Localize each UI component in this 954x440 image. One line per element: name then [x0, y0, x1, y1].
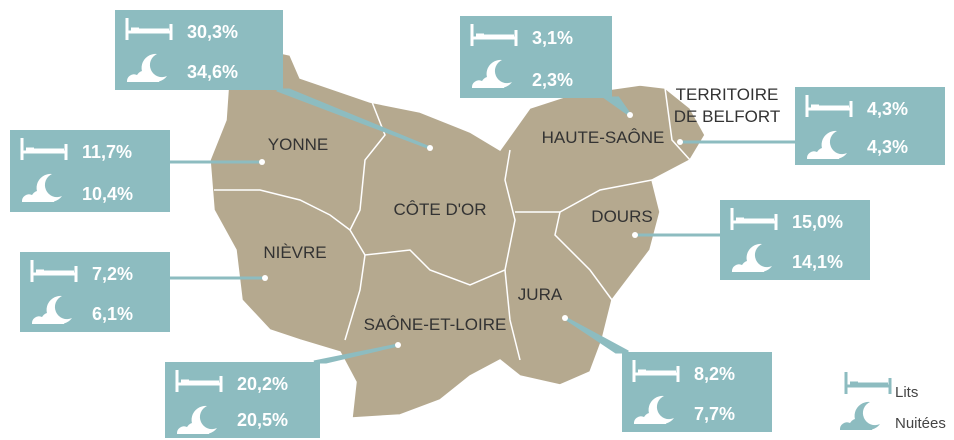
region-label: YONNE — [268, 135, 328, 154]
nuitees-value: 2,3% — [532, 70, 573, 90]
lits-value: 30,3% — [187, 22, 238, 42]
layer: CÔTE D'OR 30,3% 34,6% YONNE 11,7% 10,4% NIÈVRE… — [10, 10, 946, 438]
nuitees-value: 7,7% — [694, 404, 735, 424]
bed-icon — [470, 24, 518, 46]
cloud-icon — [176, 422, 209, 434]
region-label: NIÈVRE — [263, 243, 326, 262]
region-dot — [627, 112, 633, 118]
bed-icon — [30, 260, 78, 282]
nuitees-value: 6,1% — [92, 304, 133, 324]
bed-icon — [632, 360, 680, 382]
region-dot — [632, 232, 638, 238]
cloud-icon — [806, 147, 839, 159]
bed-icon — [20, 138, 68, 160]
bed-icon — [844, 372, 892, 394]
bed-icon — [805, 95, 853, 117]
bed-icon — [175, 370, 223, 392]
nuitees-value: 34,6% — [187, 62, 238, 82]
region-dot — [562, 315, 568, 321]
nuitees-value: 4,3% — [867, 137, 908, 157]
lits-value: 20,2% — [237, 374, 288, 394]
cloud-icon — [471, 76, 504, 88]
cloud-icon — [731, 260, 764, 272]
lits-value: 3,1% — [532, 28, 573, 48]
lits-value: 8,2% — [694, 364, 735, 384]
lits-value: 11,7% — [82, 142, 132, 162]
region-label: SAÔNE-ET-LOIRE — [364, 315, 507, 334]
region-label: JURA — [518, 285, 563, 304]
borders — [214, 87, 691, 361]
legend-lits: Lits — [895, 384, 918, 401]
cloud-icon — [31, 312, 65, 324]
legend-nuitees: Nuitées — [895, 415, 946, 432]
lits-value: 7,2% — [92, 264, 133, 284]
lits-value: 4,3% — [867, 99, 908, 119]
lits-value: 15,0% — [792, 212, 843, 232]
bed-icon — [730, 208, 778, 230]
region-label: CÔTE D'OR — [394, 200, 487, 219]
region-dot — [427, 145, 433, 151]
region-label: DE BELFORT — [674, 107, 780, 126]
cloud-icon — [633, 412, 666, 424]
region-dot — [395, 342, 401, 348]
region-dot — [677, 139, 683, 145]
nuitees-value: 14,1% — [792, 252, 843, 272]
cloud-icon — [126, 70, 159, 82]
region-label: HAUTE-SAÔNE — [542, 128, 665, 147]
cloud-icon — [839, 418, 872, 430]
region-map — [209, 38, 706, 419]
cloud-icon — [21, 190, 55, 202]
nuitees-value: 10,4% — [82, 184, 133, 204]
bed-icon — [125, 18, 173, 40]
region-label: DOURS — [591, 207, 652, 226]
region-dot — [262, 275, 268, 281]
region-label: TERRITOIRE — [676, 85, 779, 104]
region-dot — [259, 159, 265, 165]
nuitees-value: 20,5% — [237, 410, 288, 430]
